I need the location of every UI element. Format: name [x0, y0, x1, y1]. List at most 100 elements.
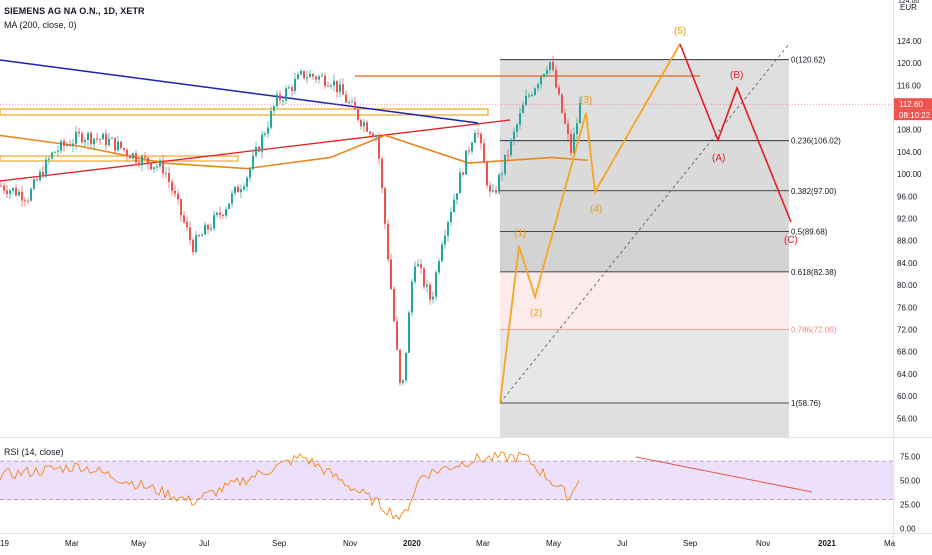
price-candle: [354, 101, 356, 110]
impulse-wave-label: (3): [580, 95, 592, 106]
price-candle: [108, 138, 110, 146]
price-candle: [306, 77, 308, 79]
rsi-divergence-trendline: [635, 456, 813, 493]
price-candle: [21, 191, 23, 201]
support-band-lower: [0, 155, 239, 162]
price-candle: [249, 168, 251, 178]
price-candle: [459, 172, 461, 194]
corrective-wave-label: (B): [730, 70, 743, 81]
price-candle: [261, 134, 263, 152]
price-candle: [534, 88, 536, 95]
price-candle: [75, 131, 77, 144]
price-candle: [234, 186, 236, 194]
fib-diagonal: [499, 43, 790, 404]
price-candle: [216, 212, 218, 216]
price-candle: [504, 154, 506, 174]
price-candle: [351, 101, 353, 103]
price-axis-label-clipped: 124.00: [898, 0, 920, 5]
fib-zone-2: [500, 190, 789, 232]
price-axis-currency: EUR: [900, 3, 917, 12]
price-candle: [510, 139, 512, 156]
price-candle: [333, 80, 335, 86]
price-candle: [126, 149, 128, 156]
corrective-wave-label: (A): [712, 153, 725, 164]
price-candle: [336, 80, 338, 93]
rsi-indicator-label[interactable]: RSI (14, close): [4, 447, 64, 457]
price-candle: [99, 139, 101, 141]
impulse-wave-label: (1): [514, 228, 526, 239]
rsi-line: [0, 451, 580, 520]
price-candle: [210, 228, 212, 230]
price-candle: [39, 171, 41, 181]
time-axis-label: Mar: [476, 539, 490, 548]
price-candle: [30, 188, 32, 201]
price-candle: [321, 75, 323, 77]
price-candle: [186, 221, 188, 228]
price-candle: [60, 140, 62, 151]
price-candle: [273, 106, 275, 111]
rsi-axis-label: 50.00: [900, 476, 921, 485]
price-candle: [105, 133, 107, 146]
price-candle: [48, 158, 50, 160]
price-candle: [543, 73, 545, 77]
price-candle: [72, 143, 74, 147]
fib-level-label: 0.382(97.00): [791, 187, 837, 196]
price-candle: [252, 155, 254, 169]
price-candle: [9, 190, 11, 195]
price-candle: [267, 127, 269, 134]
fib-zone-5: [500, 329, 789, 403]
price-candle: [201, 234, 203, 237]
price-candle: [282, 100, 284, 102]
price-candle: [507, 154, 509, 156]
price-candle: [132, 153, 134, 159]
fib-level-label: 0.5(89.68): [791, 227, 828, 236]
price-candle: [231, 193, 233, 204]
price-candle: [129, 155, 131, 159]
price-candle: [81, 133, 83, 143]
price-candle: [15, 188, 17, 196]
price-candle: [378, 135, 380, 159]
price-candle: [240, 189, 242, 193]
price-candle: [192, 240, 194, 253]
price-candle: [363, 122, 365, 127]
price-candle: [237, 186, 239, 193]
price-candle: [225, 208, 227, 216]
price-candle: [78, 131, 80, 134]
price-candle: [405, 352, 407, 381]
price-candle: [447, 222, 449, 236]
price-candle: [438, 261, 440, 273]
ma200-line: [0, 134, 588, 170]
time-axis-label: 19: [0, 539, 9, 548]
price-candle: [213, 215, 215, 229]
price-axis-label: 80.00: [897, 281, 918, 290]
time-axis-label: Sep: [683, 539, 698, 548]
price-candle: [207, 224, 209, 230]
price-candle: [381, 158, 383, 189]
price-candle: [528, 95, 530, 97]
fib-level-label: 0.786(72.00): [791, 326, 837, 335]
price-candle: [312, 73, 314, 77]
resistance-band-upper: [0, 108, 489, 116]
price-candle: [228, 203, 230, 209]
price-candle: [177, 193, 179, 200]
price-candle: [546, 69, 548, 74]
fib-zone-4: [500, 271, 789, 330]
price-candle: [561, 94, 563, 114]
time-axis-label: Mar: [65, 539, 79, 548]
price-candle: [303, 70, 305, 79]
price-candle: [51, 152, 53, 159]
price-candle: [489, 185, 491, 192]
price-candle: [345, 94, 347, 103]
price-candle: [276, 94, 278, 107]
price-axis-label: 60.00: [897, 392, 918, 401]
ma-indicator-label[interactable]: MA (200, close, 0): [4, 20, 77, 30]
price-candle: [45, 159, 47, 177]
rsi-axis-label: 75.00: [900, 452, 921, 461]
price-candle: [174, 190, 176, 194]
price-candle: [297, 74, 299, 80]
price-candle: [567, 123, 569, 134]
price-candle: [93, 138, 95, 145]
price-candle: [426, 284, 428, 287]
